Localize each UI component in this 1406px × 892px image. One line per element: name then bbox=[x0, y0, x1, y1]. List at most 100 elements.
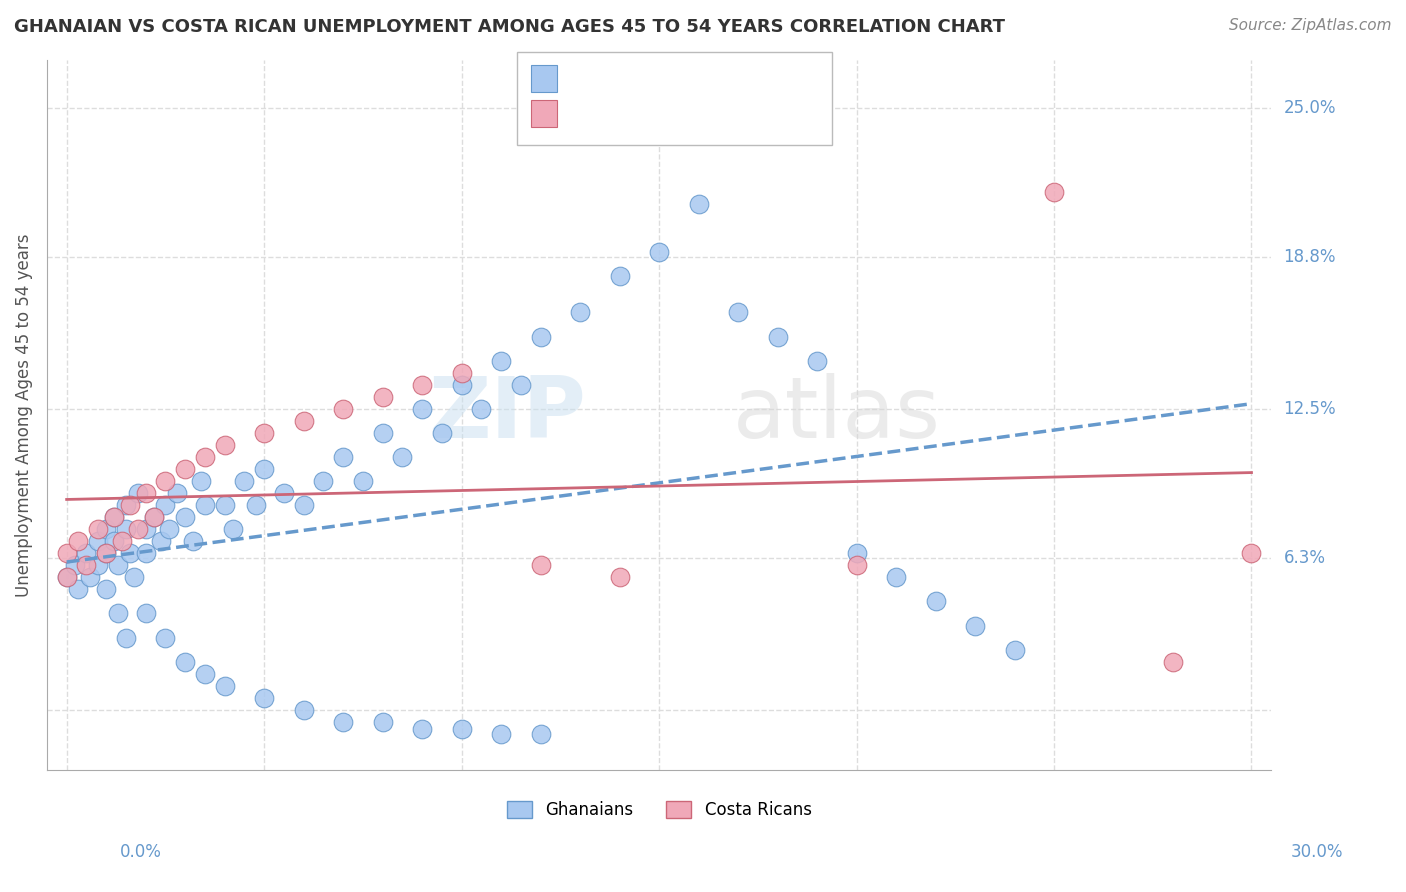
Point bbox=[253, 425, 276, 440]
Legend: Ghanaians, Costa Ricans: Ghanaians, Costa Ricans bbox=[501, 794, 818, 826]
Point bbox=[332, 450, 354, 464]
Point bbox=[75, 558, 97, 573]
Point bbox=[648, 245, 671, 260]
Point bbox=[1004, 642, 1026, 657]
Point bbox=[292, 703, 315, 717]
Point bbox=[150, 534, 173, 549]
Point bbox=[87, 558, 110, 573]
Point bbox=[214, 679, 236, 693]
Point bbox=[115, 498, 138, 512]
Point bbox=[411, 401, 433, 416]
Point bbox=[174, 510, 197, 524]
Point bbox=[111, 534, 134, 549]
Text: 6.3%: 6.3% bbox=[1284, 549, 1326, 567]
Point bbox=[181, 534, 204, 549]
Point bbox=[371, 714, 394, 729]
Text: 18.8%: 18.8% bbox=[1284, 248, 1336, 266]
Point bbox=[450, 722, 472, 736]
Point bbox=[107, 607, 129, 621]
Y-axis label: Unemployment Among Ages 45 to 54 years: Unemployment Among Ages 45 to 54 years bbox=[15, 233, 32, 597]
Point bbox=[470, 401, 492, 416]
Text: 25.0%: 25.0% bbox=[1284, 99, 1336, 117]
Point bbox=[155, 498, 177, 512]
Point bbox=[155, 474, 177, 488]
Point bbox=[352, 474, 374, 488]
Point bbox=[166, 486, 188, 500]
Point bbox=[332, 401, 354, 416]
Point bbox=[371, 390, 394, 404]
Text: R =: R = bbox=[565, 67, 602, 85]
Point bbox=[55, 546, 77, 560]
Point bbox=[509, 377, 531, 392]
Point bbox=[411, 722, 433, 736]
Point bbox=[135, 522, 157, 536]
Point bbox=[155, 631, 177, 645]
Point bbox=[529, 727, 551, 741]
Point bbox=[103, 510, 125, 524]
Point bbox=[884, 570, 907, 584]
Point bbox=[766, 329, 789, 343]
Point bbox=[75, 546, 97, 560]
Point bbox=[221, 522, 243, 536]
Point bbox=[214, 498, 236, 512]
Text: N =: N = bbox=[654, 67, 690, 85]
Point bbox=[194, 450, 217, 464]
Point bbox=[253, 462, 276, 476]
Point bbox=[79, 570, 101, 584]
Point bbox=[135, 546, 157, 560]
Point bbox=[1161, 655, 1184, 669]
Point bbox=[411, 377, 433, 392]
Text: 0.0%: 0.0% bbox=[120, 843, 162, 861]
Point bbox=[489, 353, 512, 368]
Point bbox=[233, 474, 256, 488]
Point bbox=[87, 534, 110, 549]
Text: 0.139: 0.139 bbox=[595, 67, 643, 85]
Point bbox=[94, 546, 117, 560]
Point bbox=[87, 522, 110, 536]
Point bbox=[845, 546, 868, 560]
Point bbox=[135, 607, 157, 621]
Point bbox=[450, 377, 472, 392]
Point bbox=[127, 522, 149, 536]
Point bbox=[103, 534, 125, 549]
Point bbox=[190, 474, 212, 488]
Point bbox=[63, 558, 86, 573]
Point bbox=[253, 690, 276, 705]
Point bbox=[245, 498, 267, 512]
Text: ZIP: ZIP bbox=[427, 373, 586, 457]
Point bbox=[174, 462, 197, 476]
Point bbox=[214, 438, 236, 452]
Text: atlas: atlas bbox=[733, 373, 941, 457]
Point bbox=[806, 353, 828, 368]
Point bbox=[103, 510, 125, 524]
Text: 38: 38 bbox=[682, 100, 703, 118]
Text: Source: ZipAtlas.com: Source: ZipAtlas.com bbox=[1229, 18, 1392, 33]
Point bbox=[450, 366, 472, 380]
Point bbox=[609, 269, 631, 284]
Point bbox=[67, 582, 90, 597]
Point bbox=[688, 197, 710, 211]
Point bbox=[118, 498, 141, 512]
Text: 75: 75 bbox=[682, 67, 703, 85]
Point bbox=[924, 594, 946, 608]
Text: 0.011: 0.011 bbox=[595, 100, 643, 118]
Point bbox=[67, 534, 90, 549]
Point bbox=[430, 425, 453, 440]
Text: 12.5%: 12.5% bbox=[1284, 400, 1336, 417]
Point bbox=[107, 558, 129, 573]
Point bbox=[157, 522, 180, 536]
Point bbox=[94, 582, 117, 597]
Point bbox=[963, 618, 986, 632]
Point bbox=[391, 450, 413, 464]
Point bbox=[727, 305, 749, 319]
Point bbox=[174, 655, 197, 669]
Point bbox=[489, 727, 512, 741]
Point bbox=[312, 474, 335, 488]
Point bbox=[142, 510, 165, 524]
Point bbox=[94, 546, 117, 560]
Text: 30.0%: 30.0% bbox=[1291, 843, 1343, 861]
Point bbox=[845, 558, 868, 573]
Point bbox=[1240, 546, 1263, 560]
Point bbox=[115, 631, 138, 645]
Point bbox=[292, 414, 315, 428]
